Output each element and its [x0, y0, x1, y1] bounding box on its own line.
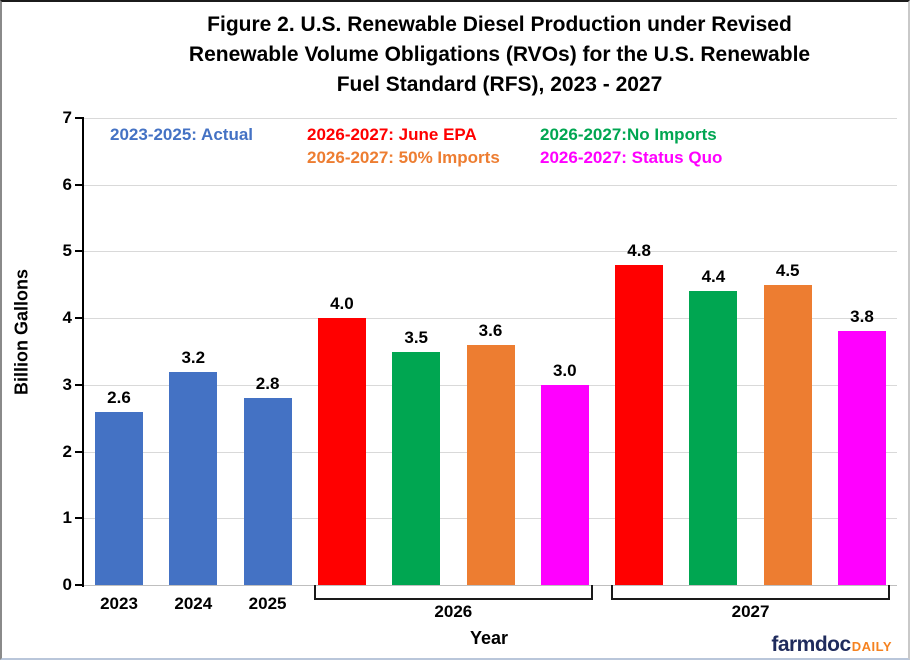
bar-value-label: 3.0	[552, 360, 577, 380]
x-tick-label-2023: 2023	[100, 594, 138, 613]
x-tick-label-2024: 2024	[174, 594, 213, 613]
bar-2026-june-epa	[317, 318, 366, 585]
x-tick-label-2025: 2025	[248, 594, 287, 613]
bar-2026-50-imports	[466, 344, 515, 585]
bar-value-label: 4.0	[330, 294, 354, 314]
bar-2027-no-imports	[689, 291, 738, 585]
y-tick-label: 1	[62, 508, 72, 528]
bar-2023-actual	[95, 411, 143, 585]
x-tick-label-2026: 2026	[434, 602, 473, 621]
category-bracket-2027	[611, 585, 890, 600]
legend-item-3: 2026-2027:No Imports	[540, 125, 717, 144]
bar-value-label: 3.6	[478, 320, 503, 340]
chart-title-line-3: Fuel Standard (RFS), 2023 - 2027	[336, 73, 663, 96]
y-axis-line	[82, 118, 84, 587]
bar-2027-status-quo	[838, 331, 886, 585]
bar-value-label: 3.8	[850, 307, 874, 327]
x-axis-line	[84, 585, 897, 586]
chart-title: Figure 2. U.S. Renewable Diesel Producti…	[97, 10, 902, 100]
y-tick-label: 4	[62, 308, 72, 328]
x-tick-label-2027: 2027	[731, 602, 770, 621]
gridline	[84, 251, 897, 253]
legend-item-4: 2026-2027: 50% Imports	[307, 148, 500, 167]
y-tick-label: 5	[62, 241, 72, 261]
bar-value-label: 3.2	[181, 347, 206, 367]
bar-value-label: 4.8	[627, 240, 651, 260]
y-tick-label: 6	[62, 174, 72, 194]
bar-value-label: 2.8	[255, 374, 280, 394]
chart-title-line-1: Figure 2. U.S. Renewable Diesel Producti…	[207, 13, 792, 36]
bar-2026-status-quo	[540, 384, 589, 585]
gridline	[84, 118, 897, 119]
bar-value-label: 2.6	[107, 387, 131, 407]
bar-2025-actual	[243, 398, 292, 585]
bar-value-label: 4.5	[775, 260, 800, 280]
y-axis-tick	[75, 517, 84, 520]
y-tick-label: 7	[62, 108, 72, 127]
bar-value-label: 3.5	[404, 327, 428, 347]
bar-2027-50-imports	[763, 284, 812, 585]
y-axis-tick	[75, 317, 84, 320]
y-tick-label: 2	[62, 441, 72, 461]
bar-value-label: 4.4	[701, 267, 726, 287]
legend-item-1: 2023-2025: Actual	[110, 125, 254, 144]
y-tick-label: 0	[62, 575, 72, 594]
farmdoc-wordmark: farmdoc	[771, 633, 851, 656]
chart-title-line-2: Renewable Volume Obligations (RVOs) for …	[188, 43, 811, 66]
legend-item-2: 2026-2027: June EPA	[307, 125, 477, 144]
y-axis-tick	[75, 183, 84, 186]
bar-2027-june-epa	[615, 264, 664, 585]
farmdoc-daily-logo: farmdocDAILY	[771, 633, 892, 657]
y-axis-tick	[75, 117, 84, 119]
x-axis-title: Year	[469, 628, 509, 648]
daily-wordmark: DAILY	[851, 639, 892, 654]
gridline	[84, 318, 897, 320]
y-tick-label: 3	[62, 374, 72, 394]
category-bracket-2026	[313, 585, 593, 600]
y-axis-tick	[75, 383, 84, 386]
bar-2026-no-imports	[392, 351, 441, 585]
y-axis-tick	[75, 450, 84, 453]
legend-item-5: 2026-2027: Status Quo	[540, 148, 723, 167]
gridline	[84, 184, 897, 186]
bar-2024-actual	[169, 371, 218, 585]
y-axis-tick	[75, 250, 84, 253]
y-axis-tick	[75, 584, 84, 586]
